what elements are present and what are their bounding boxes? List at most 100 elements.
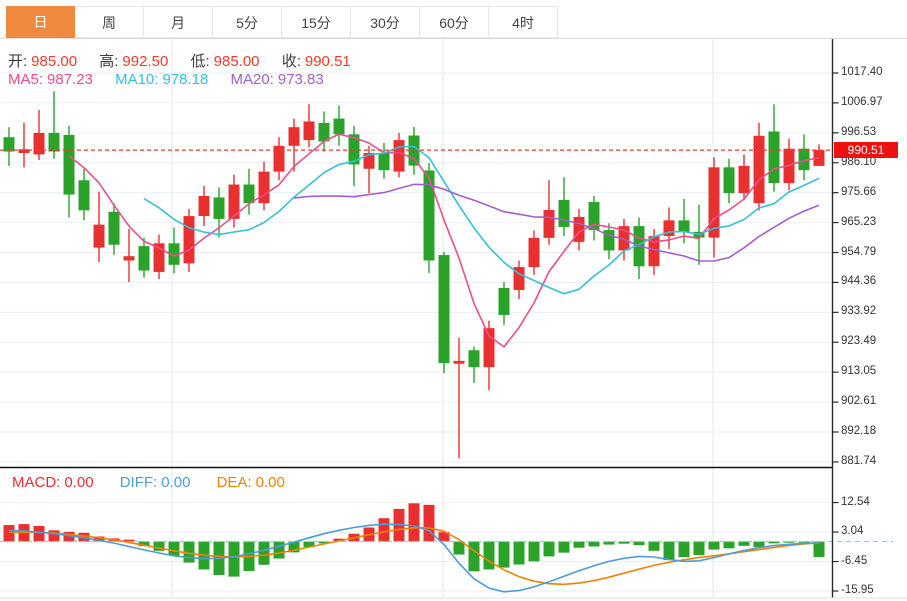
tab-30min[interactable]: 30分 — [351, 6, 420, 38]
candle-body-up — [513, 267, 525, 291]
macd-bar-down — [288, 541, 300, 553]
macd-bar-down — [183, 541, 195, 563]
tab-month[interactable]: 月 — [144, 6, 213, 38]
macd-bar-up — [423, 504, 435, 542]
price-tick-label: 954.79 — [841, 245, 877, 258]
ma5-value: 987.23 — [47, 71, 93, 88]
tab-60min[interactable]: 60分 — [420, 6, 489, 38]
close-value: 990.51 — [304, 53, 351, 70]
candle-body-down — [63, 134, 75, 195]
candle-body-up — [708, 167, 720, 238]
candle-body-up — [228, 184, 240, 219]
macd-bar-down — [258, 541, 270, 565]
macd-bar-down — [618, 541, 630, 544]
macd-bar-down — [603, 541, 615, 545]
low-value: 985.00 — [213, 53, 260, 70]
high-label: 高: — [99, 53, 119, 70]
price-tick-label: 1017.40 — [841, 66, 883, 78]
high-value: 992.50 — [122, 53, 169, 70]
macd-bar-down — [813, 541, 825, 558]
diff-value: 0.00 — [161, 474, 191, 491]
macd-bar-up — [123, 539, 135, 542]
price-tick-label: 933.92 — [841, 305, 877, 318]
candle-body-down — [333, 118, 345, 135]
macd-bar-down — [708, 541, 720, 550]
macd-bar-down — [723, 541, 735, 549]
dea-value: 0.00 — [255, 474, 285, 491]
tab-week[interactable]: 周 — [75, 6, 144, 38]
ma10-label: MA10: — [115, 71, 159, 88]
candle-body-up — [453, 360, 465, 364]
low-label: 低: — [190, 53, 210, 70]
candle-body-down — [438, 255, 450, 364]
candle-body-down — [678, 220, 690, 232]
tab-day[interactable]: 日 — [6, 6, 75, 38]
macd-bar-down — [783, 541, 795, 543]
macd-tick-label: 3.04 — [841, 525, 864, 538]
macd-bar-down — [483, 541, 495, 570]
macd-bar-down — [678, 541, 690, 558]
candle-body-up — [618, 226, 630, 251]
candle-body-down — [423, 170, 435, 261]
open-label: 开: — [8, 53, 28, 70]
ma10-value: 978.18 — [162, 71, 209, 88]
macd-bar-down — [558, 541, 570, 553]
macd-bar-down — [138, 541, 150, 547]
ma10-line — [143, 145, 820, 295]
macd-label: MACD: — [12, 474, 61, 491]
macd-bar-down — [468, 541, 480, 572]
macd-bar-down — [633, 541, 645, 546]
price-tick-label: 975.66 — [841, 185, 877, 198]
macd-bar-down — [318, 541, 330, 544]
macd-bar-down — [273, 541, 285, 559]
dea-line — [8, 526, 820, 586]
macd-bar-down — [168, 541, 180, 556]
macd-bar-up — [438, 532, 450, 542]
candle-body-down — [768, 131, 780, 184]
macd-bar-down — [573, 541, 585, 548]
macd-bar-down — [648, 541, 660, 551]
candle-body-up — [93, 224, 105, 248]
macd-bar-down — [153, 541, 165, 551]
ma20-value: 973.83 — [277, 71, 324, 88]
candle-body-up — [273, 145, 285, 172]
candle-body-up — [648, 236, 660, 267]
candle-body-up — [363, 152, 375, 169]
tab-15min[interactable]: 15分 — [282, 6, 351, 38]
macd-bar-down — [753, 541, 765, 548]
candle-body-down — [603, 230, 615, 251]
macd-bar-down — [228, 541, 240, 577]
candle-body-up — [303, 121, 315, 141]
candle-body-up — [258, 171, 270, 204]
tab-5min[interactable]: 5分 — [213, 6, 282, 38]
macd-value: 0.00 — [64, 474, 94, 491]
candle-body-down — [348, 134, 360, 165]
candle-body-up — [123, 256, 135, 261]
macd-bar-down — [543, 541, 555, 557]
candle-body-down — [468, 350, 480, 368]
candle-body-up — [153, 243, 165, 272]
macd-bar-down — [303, 541, 315, 548]
macd-tick-label: -6.45 — [841, 554, 868, 567]
macd-tick-label: 12.54 — [841, 495, 870, 508]
candle-body-down — [243, 184, 255, 204]
candle-body-up — [393, 140, 405, 172]
close-label: 收: — [281, 53, 301, 70]
candle-body-down — [378, 152, 390, 171]
candle-body-up — [753, 135, 765, 204]
macd-bar-up — [48, 530, 60, 542]
macd-bar-down — [528, 541, 540, 562]
timeframe-tab-bar: 日周月 5分 15分 30分 60分 4时 — [0, 0, 907, 39]
ma5-line — [68, 133, 820, 348]
candle-body-up — [183, 216, 195, 264]
candle-body-up — [573, 216, 585, 242]
tab-4hour[interactable]: 4时 — [489, 6, 558, 38]
candle-body-down — [588, 202, 600, 231]
candle-body-down — [3, 137, 15, 152]
macd-bar-down — [513, 541, 525, 565]
candle-body-down — [48, 132, 60, 152]
ma-readout: MA5: 987.23 MA10: 978.18 MA20: 973.83 — [8, 71, 328, 88]
candle-body-down — [213, 197, 225, 219]
